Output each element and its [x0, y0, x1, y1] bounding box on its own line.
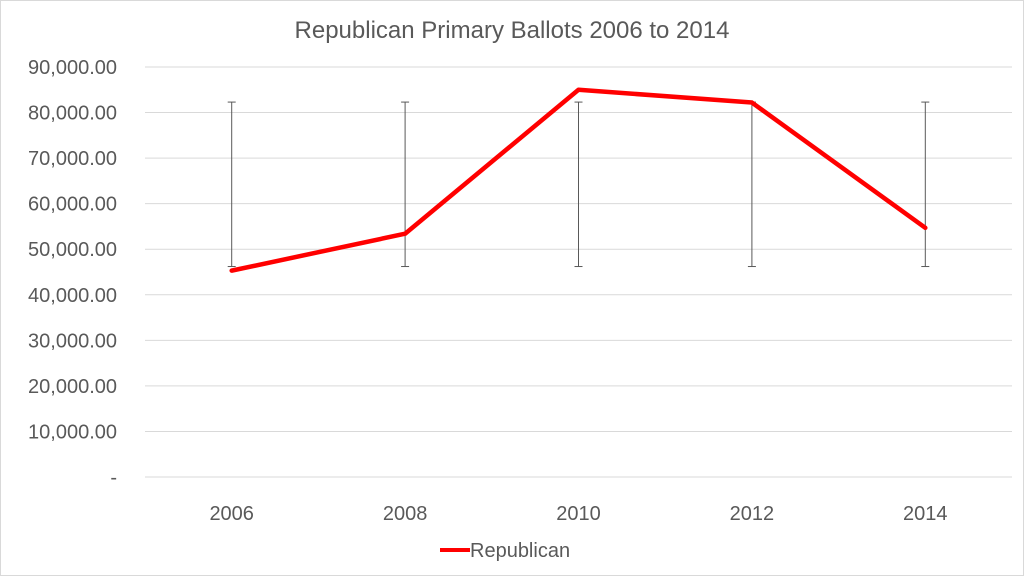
- data-point: [231, 270, 233, 272]
- x-axis-ticks: 2006 2008 2010 2012 2014: [209, 503, 947, 525]
- y-tick-label: 70,000.00: [28, 148, 117, 170]
- data-point: [404, 233, 406, 235]
- x-tick-label: 2006: [209, 503, 254, 525]
- y-tick-label: 40,000.00: [28, 285, 117, 307]
- y-tick-label: -: [110, 467, 117, 489]
- y-tick-label: 60,000.00: [28, 194, 117, 216]
- y-tick-label: 90,000.00: [28, 57, 117, 79]
- data-point: [578, 89, 579, 91]
- x-tick-label: 2012: [730, 503, 775, 525]
- y-tick-label: 20,000.00: [28, 376, 117, 398]
- series-republican: [229, 87, 928, 273]
- data-point: [924, 227, 926, 229]
- chart-title: Republican Primary Ballots 2006 to 2014: [295, 17, 730, 44]
- x-tick-label: 2014: [903, 503, 948, 525]
- x-tick-label: 2010: [556, 503, 601, 525]
- data-point: [751, 102, 753, 104]
- y-tick-label: 30,000.00: [28, 330, 117, 352]
- x-tick-label: 2008: [383, 503, 428, 525]
- y-tick-label: 80,000.00: [28, 103, 117, 125]
- y-axis-ticks: - 10,000.00 20,000.00 30,000.00 40,000.00 50,…: [28, 57, 117, 489]
- legend-label-republican: Republican: [470, 540, 570, 562]
- y-tick-label: 10,000.00: [28, 421, 117, 443]
- y-tick-label: 50,000.00: [28, 239, 117, 261]
- legend: Republican: [440, 540, 570, 562]
- error-bars: [227, 101, 930, 268]
